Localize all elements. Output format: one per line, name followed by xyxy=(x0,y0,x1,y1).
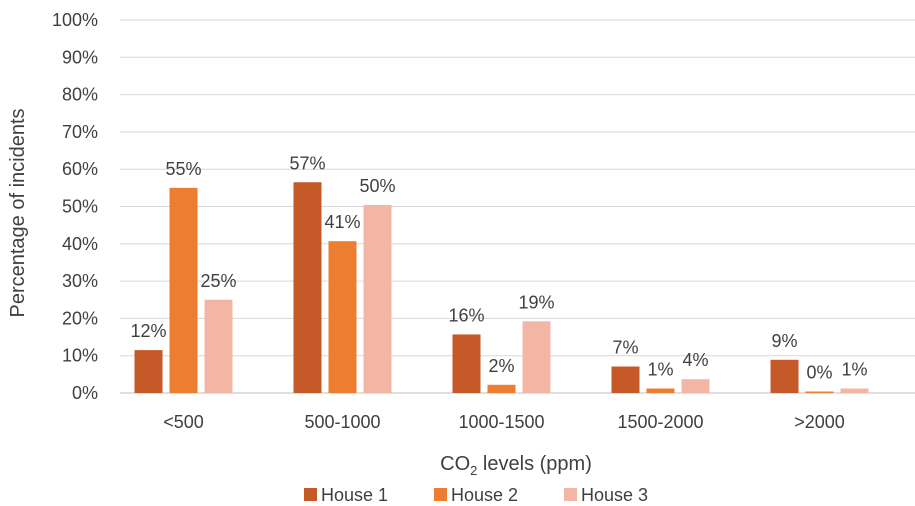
bar xyxy=(522,321,551,393)
data-label: 41% xyxy=(324,212,360,232)
bar xyxy=(169,187,198,393)
data-label: 1% xyxy=(841,360,867,380)
legend-item: House 3 xyxy=(564,485,648,505)
bar xyxy=(840,388,869,393)
bar xyxy=(487,384,516,393)
gridlines xyxy=(120,19,915,394)
x-axis-title-subscript: 2 xyxy=(470,463,477,478)
x-axis-title-main: CO xyxy=(440,453,470,475)
data-label: 16% xyxy=(448,305,484,325)
bar xyxy=(204,299,233,393)
y-tick-label: 90% xyxy=(62,47,98,67)
y-tick-label: 100% xyxy=(52,10,98,30)
y-axis-title: Percentage of incidents xyxy=(7,108,29,317)
data-label: 50% xyxy=(359,176,395,196)
y-tick-label: 10% xyxy=(62,346,98,366)
data-label: 9% xyxy=(771,331,797,351)
bar xyxy=(293,182,322,393)
y-tick-label: 30% xyxy=(62,271,98,291)
legend-label: House 2 xyxy=(451,485,518,505)
y-tick-label: 20% xyxy=(62,308,98,328)
legend-item: House 2 xyxy=(434,485,518,505)
data-label: 4% xyxy=(682,350,708,370)
legend: House 1 House 2 House 3 xyxy=(304,485,648,505)
bar xyxy=(452,334,481,393)
data-label: 7% xyxy=(612,338,638,358)
legend-swatch xyxy=(564,488,577,501)
legend-swatch xyxy=(304,488,317,501)
x-category-label: >2000 xyxy=(794,412,845,432)
bars xyxy=(134,182,869,393)
y-tick-label: 80% xyxy=(62,85,98,105)
bar xyxy=(681,379,710,393)
data-label: 25% xyxy=(200,271,236,291)
legend-label: House 3 xyxy=(581,485,648,505)
y-tick-label: 50% xyxy=(62,197,98,217)
data-label: 2% xyxy=(488,356,514,376)
data-label: 12% xyxy=(130,321,166,341)
x-category-label: 1000-1500 xyxy=(458,412,544,432)
bar xyxy=(363,205,392,393)
bar xyxy=(646,388,675,393)
y-tick-label: 40% xyxy=(62,234,98,254)
legend-label: House 1 xyxy=(321,485,388,505)
data-label: 57% xyxy=(289,153,325,173)
y-tick-label: 70% xyxy=(62,122,98,142)
y-tick-label: 0% xyxy=(72,383,98,403)
bar xyxy=(134,350,163,393)
legend-item: House 1 xyxy=(304,485,388,505)
bar xyxy=(805,391,834,393)
data-label: 55% xyxy=(165,159,201,179)
bar xyxy=(770,359,799,393)
bar xyxy=(328,241,357,393)
x-category-label: 500-1000 xyxy=(304,412,380,432)
data-label: 1% xyxy=(647,360,673,380)
x-axis-title-suffix: levels (ppm) xyxy=(477,453,591,475)
y-axis-ticks: 0% 10% 20% 30% 40% 50% 60% 70% 80% 90% 100% xyxy=(52,10,98,403)
y-tick-label: 60% xyxy=(62,159,98,179)
legend-swatch xyxy=(434,488,447,501)
data-label: 19% xyxy=(518,292,554,312)
x-axis-title: CO2 levels (ppm) xyxy=(440,453,592,478)
x-category-label: 1500-2000 xyxy=(617,412,703,432)
x-category-label: <500 xyxy=(163,412,204,432)
data-labels: 12% 55% 25% 57% 41% 50% 16% 2% 19% 7% 1% 4% 9% 0% 1% xyxy=(130,153,867,382)
data-label: 0% xyxy=(806,363,832,383)
x-axis-categories: <500 500-1000 1000-1500 1500-2000 >2000 xyxy=(163,412,845,432)
bar xyxy=(611,366,640,393)
